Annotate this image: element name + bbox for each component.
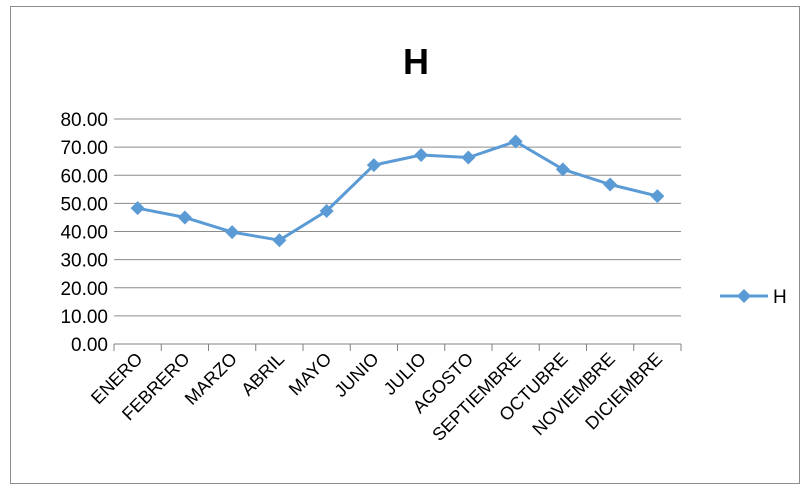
y-tick-label: 30.00 bbox=[60, 251, 108, 272]
x-tick-label: ABRIL bbox=[237, 349, 288, 400]
data-point bbox=[650, 189, 665, 204]
x-axis: ENEROFEBREROMARZOABRILMAYOJUNIOJULIOAGOS… bbox=[87, 344, 682, 445]
y-axis-ticks: 0.00 10.00 20.00 30.00 40.00 50.00 60.00 70.00 8… bbox=[60, 110, 108, 356]
series-group bbox=[130, 134, 665, 248]
data-point bbox=[366, 158, 381, 173]
gridlines bbox=[114, 118, 681, 345]
data-point bbox=[414, 148, 429, 162]
x-tick-label: MAYO bbox=[285, 349, 336, 400]
y-tick-label: 40.00 bbox=[60, 223, 108, 244]
y-tick-label: 80.00 bbox=[60, 110, 108, 131]
data-point bbox=[555, 162, 570, 177]
legend: H bbox=[720, 287, 787, 308]
x-tick-label: NOVIEMBRE bbox=[528, 349, 619, 440]
chart-title: H bbox=[403, 41, 429, 82]
series-line bbox=[137, 140, 658, 242]
y-tick-label: 70.00 bbox=[60, 138, 108, 159]
y-tick-label: 60.00 bbox=[60, 166, 108, 187]
data-point bbox=[319, 203, 334, 218]
legend-label: H bbox=[773, 287, 787, 308]
chart-frame bbox=[10, 6, 800, 484]
x-tick-label: JUNIO bbox=[330, 349, 382, 401]
data-point bbox=[130, 201, 145, 216]
data-point bbox=[177, 210, 192, 225]
data-point bbox=[272, 233, 287, 248]
data-point bbox=[461, 150, 476, 165]
y-tick-label: 10.00 bbox=[60, 307, 108, 328]
data-point bbox=[225, 225, 240, 240]
y-tick-label: 20.00 bbox=[60, 279, 108, 300]
y-tick-label: 0.00 bbox=[71, 335, 108, 356]
data-point bbox=[508, 134, 523, 149]
data-point bbox=[603, 177, 618, 192]
legend-marker bbox=[737, 289, 751, 303]
x-tick-label: MARZO bbox=[181, 349, 241, 409]
y-tick-label: 50.00 bbox=[60, 194, 108, 215]
